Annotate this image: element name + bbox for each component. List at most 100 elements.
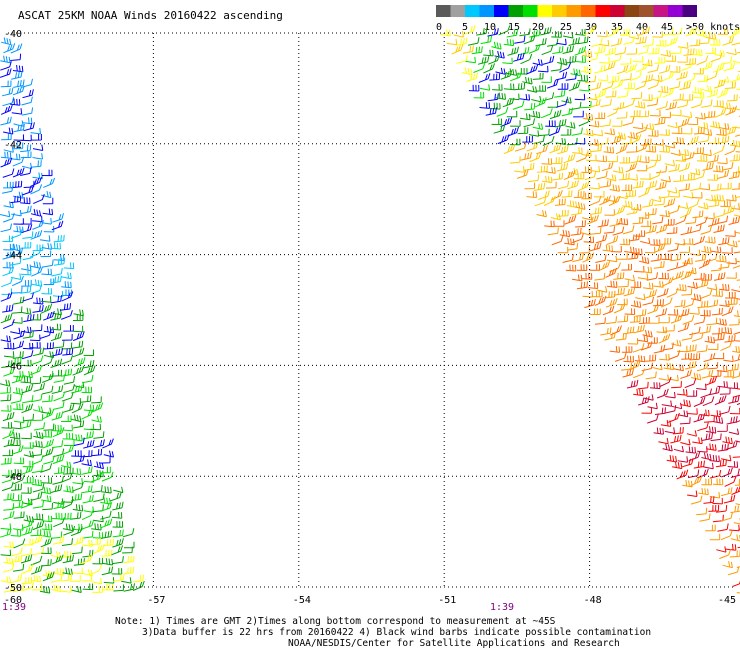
- wind-barb: [2, 266, 15, 277]
- wind-barb: [61, 586, 72, 593]
- wind-barb: [597, 74, 609, 82]
- wind-barb: [647, 64, 659, 73]
- wind-barb: [22, 231, 34, 239]
- wind-barb: [667, 121, 678, 129]
- wind-barb: [466, 72, 478, 82]
- wind-barb: [624, 246, 635, 254]
- wind-barb: [503, 38, 515, 47]
- wind-barb: [22, 89, 34, 99]
- wind-barb: [12, 403, 24, 411]
- wind-barb: [551, 157, 563, 165]
- wind-barb: [101, 566, 114, 576]
- wind-barb: [642, 38, 654, 47]
- wind-barb: [733, 330, 740, 335]
- wind-barb: [698, 487, 709, 496]
- wind-barb: [579, 84, 590, 92]
- wind-barb: [121, 577, 132, 584]
- wind-barb: [647, 79, 660, 90]
- wind-barb: [574, 93, 586, 101]
- wind-barb: [102, 438, 114, 449]
- wind-barb: [693, 127, 705, 135]
- wind-barb: [82, 539, 93, 547]
- wind-barb: [563, 153, 576, 164]
- wind-barb: [626, 206, 638, 215]
- wind-barb: [693, 170, 705, 181]
- wind-barb: [594, 112, 606, 119]
- wind-barb: [2, 168, 15, 178]
- wind-barb: [545, 120, 556, 127]
- wind-barb: [713, 144, 725, 156]
- wind-barb: [596, 155, 607, 163]
- wind-barb: [672, 426, 684, 435]
- wind-barb: [71, 585, 82, 593]
- wind-barb: [687, 408, 698, 415]
- wind-barb: [725, 230, 736, 237]
- wind-barb: [568, 37, 580, 46]
- wind-barb: [11, 547, 23, 557]
- wind-barb: [555, 98, 568, 108]
- wind-barb: [725, 292, 736, 299]
- wind-barb: [535, 97, 547, 108]
- wind-barb: [720, 530, 733, 541]
- wind-barb: [50, 331, 63, 342]
- wind-barb: [506, 68, 518, 76]
- wind-barb: [41, 523, 53, 531]
- wind-barb: [43, 423, 55, 431]
- wind-barb: [707, 154, 719, 163]
- colorbar-swatch: [610, 5, 625, 17]
- wind-barb: [21, 326, 32, 334]
- wind-barb: [52, 213, 64, 223]
- wind-barb: [82, 374, 94, 384]
- wind-barb: [629, 110, 641, 118]
- wind-barb: [717, 443, 729, 452]
- wind-barb: [624, 274, 635, 282]
- wind-barb: [600, 327, 612, 336]
- wind-barb: [662, 71, 675, 82]
- wind-barb: [595, 254, 607, 263]
- wind-barb: [111, 568, 123, 575]
- wind-barb: [2, 449, 13, 457]
- wind-barb: [707, 217, 720, 227]
- wind-barb: [703, 352, 716, 363]
- wind-barb: [725, 105, 737, 116]
- wind-barb: [643, 123, 655, 131]
- wind-barb: [22, 292, 34, 302]
- wind-barb: [559, 62, 572, 73]
- wind-barb: [614, 46, 627, 56]
- wind-barb: [647, 98, 659, 107]
- wind-barb: [679, 81, 691, 91]
- wind-barb: [554, 89, 566, 98]
- wind-barb: [32, 219, 44, 230]
- wind-barb: [726, 297, 738, 306]
- wind-barb: [587, 214, 599, 225]
- wind-barb: [605, 316, 617, 325]
- wind-barb: [629, 134, 642, 145]
- wind-barb: [706, 283, 718, 291]
- wind-barb: [32, 405, 44, 413]
- wind-barb: [606, 235, 619, 245]
- wind-barb: [670, 313, 683, 324]
- wind-barb: [53, 466, 65, 475]
- wind-barb: [21, 432, 32, 440]
- wind-barb: [33, 194, 45, 205]
- wind-barb: [53, 234, 65, 243]
- wind-barb: [487, 28, 499, 37]
- wind-barb: [40, 250, 52, 258]
- wind-barb: [491, 118, 503, 125]
- wind-barb: [735, 151, 740, 153]
- wind-barb: [727, 461, 739, 468]
- wind-barb: [645, 225, 657, 234]
- wind-barb: [526, 142, 539, 152]
- wind-barb: [670, 47, 682, 55]
- wind-barb: [620, 57, 632, 65]
- wind-barb: [11, 275, 24, 287]
- wind-barb: [559, 229, 571, 238]
- wind-barb: [498, 25, 511, 36]
- wind-barb: [723, 62, 736, 72]
- wind-barb: [634, 101, 646, 109]
- wind-barb: [92, 586, 103, 593]
- wind-barb: [21, 564, 34, 574]
- wind-barb: [575, 56, 586, 63]
- wind-barb: [678, 183, 690, 192]
- wind-barb: [64, 439, 75, 446]
